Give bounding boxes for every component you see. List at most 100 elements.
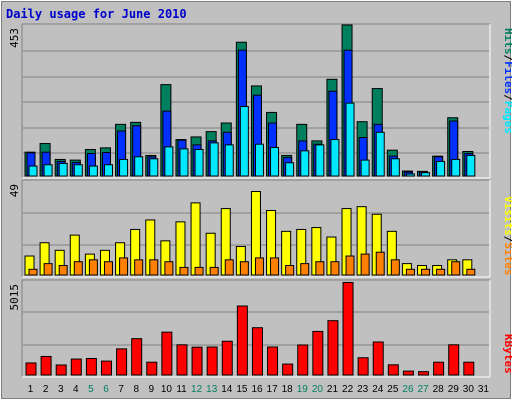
- pages-bar-day-5: [88, 165, 98, 177]
- pages-bar-day-2: [43, 164, 53, 177]
- day-label-20: 20: [312, 384, 324, 395]
- day-label-8: 8: [133, 384, 139, 395]
- day-label-22: 22: [342, 384, 354, 395]
- sites-bar-day-26: [405, 268, 415, 276]
- sites-bar-day-13: [209, 266, 219, 276]
- legend-kbytes: KBytes: [502, 334, 512, 374]
- kbytes-bar-day-22: [342, 281, 354, 376]
- legend-visits: Visits: [502, 196, 512, 236]
- legend-panel-2: Visits/Sites: [502, 196, 512, 276]
- kbytes-bar-day-9: [146, 361, 158, 376]
- kbytes-bar-day-13: [206, 346, 218, 376]
- pages-bar-day-23: [360, 159, 370, 177]
- sites-bar-day-11: [179, 266, 189, 276]
- kbytes-bar-day-30: [463, 361, 475, 376]
- sites-bar-day-14: [224, 259, 234, 276]
- pages-bar-day-11: [179, 148, 189, 177]
- day-label-9: 9: [149, 384, 155, 395]
- kbytes-bar-day-27: [418, 371, 430, 376]
- sites-bar-day-23: [360, 253, 370, 276]
- legend-files: Files: [502, 61, 512, 94]
- max-label-panel-1: 453: [8, 28, 21, 48]
- day-label-27: 27: [418, 384, 430, 395]
- kbytes-bar-day-12: [191, 346, 203, 376]
- kbytes-bar-day-20: [312, 330, 324, 376]
- pages-bar-day-10: [164, 146, 174, 177]
- sites-bar-day-8: [134, 259, 144, 276]
- pages-bar-day-24: [375, 131, 385, 177]
- sites-bar-day-5: [88, 259, 98, 276]
- max-label-panel-2: 49: [8, 184, 21, 197]
- sites-bar-day-21: [330, 261, 340, 276]
- kbytes-bar-day-3: [55, 364, 67, 376]
- sites-bar-day-30: [466, 268, 476, 276]
- kbytes-bar-day-15: [236, 305, 248, 376]
- sites-bar-day-16: [254, 257, 264, 276]
- day-label-16: 16: [251, 384, 263, 395]
- legend-panel-3: KBytes: [502, 334, 512, 374]
- sites-bar-day-2: [43, 263, 53, 276]
- pages-bar-day-17: [270, 147, 280, 177]
- sites-bar-day-18: [285, 265, 295, 276]
- pages-bar-day-19: [300, 150, 310, 177]
- pages-bar-day-14: [224, 144, 234, 177]
- chart-title: Daily usage for June 2010: [6, 7, 187, 21]
- pages-bar-day-13: [209, 142, 219, 177]
- kbytes-bar-day-2: [40, 355, 52, 376]
- sites-bar-day-9: [149, 259, 159, 276]
- day-label-28: 28: [433, 384, 445, 395]
- day-label-17: 17: [267, 384, 279, 395]
- max-label-panel-3: 5015: [8, 284, 21, 311]
- pages-bar-day-26: [405, 173, 415, 177]
- day-label-15: 15: [236, 384, 248, 395]
- pages-bar-day-20: [315, 144, 325, 177]
- sites-bar-day-12: [194, 266, 204, 276]
- sites-bar-day-3: [58, 265, 68, 276]
- kbytes-bar-day-6: [100, 360, 112, 376]
- day-label-13: 13: [206, 384, 218, 395]
- sites-bar-day-25: [390, 259, 400, 276]
- visits-bar-day-12: [190, 202, 201, 276]
- pages-bar-day-9: [149, 158, 159, 177]
- pages-bar-day-15: [239, 105, 249, 177]
- kbytes-bar-day-10: [161, 331, 173, 376]
- kbytes-bar-day-17: [267, 346, 279, 376]
- kbytes-bar-day-8: [131, 338, 143, 376]
- pages-bar-day-22: [345, 102, 355, 177]
- day-label-21: 21: [327, 384, 339, 395]
- kbytes-bar-day-5: [85, 357, 97, 376]
- kbytes-bar-day-23: [357, 357, 369, 376]
- sites-bar-day-19: [300, 263, 310, 276]
- pages-bar-day-3: [58, 162, 68, 177]
- pages-bar-day-27: [421, 172, 431, 177]
- kbytes-bar-day-21: [327, 320, 339, 376]
- sites-bar-day-28: [436, 268, 446, 276]
- pages-bar-day-16: [254, 143, 264, 177]
- legend-panel-1: Hits/Files/Pages: [502, 28, 512, 134]
- pages-bar-day-25: [390, 158, 400, 177]
- pages-bar-day-30: [466, 154, 476, 177]
- day-label-29: 29: [448, 384, 460, 395]
- kbytes-bar-day-18: [282, 363, 294, 376]
- pages-bar-day-4: [73, 164, 83, 177]
- pages-bar-day-8: [134, 156, 144, 177]
- kbytes-bar-day-28: [433, 361, 445, 376]
- pages-bar-day-6: [103, 164, 113, 177]
- sites-bar-day-1: [28, 268, 38, 276]
- day-label-11: 11: [176, 384, 187, 395]
- legend-sites: Sites: [502, 242, 512, 275]
- day-label-3: 3: [58, 384, 64, 395]
- sites-bar-day-24: [375, 251, 385, 276]
- day-label-23: 23: [357, 384, 369, 395]
- sites-bar-day-27: [421, 268, 431, 276]
- kbytes-bar-day-25: [387, 364, 399, 376]
- pages-bar-day-29: [451, 158, 461, 177]
- sites-bar-day-20: [315, 261, 325, 276]
- kbytes-bar-day-1: [25, 362, 37, 376]
- day-label-30: 30: [463, 384, 475, 395]
- day-label-26: 26: [402, 384, 414, 395]
- legend-separator: /: [502, 55, 512, 62]
